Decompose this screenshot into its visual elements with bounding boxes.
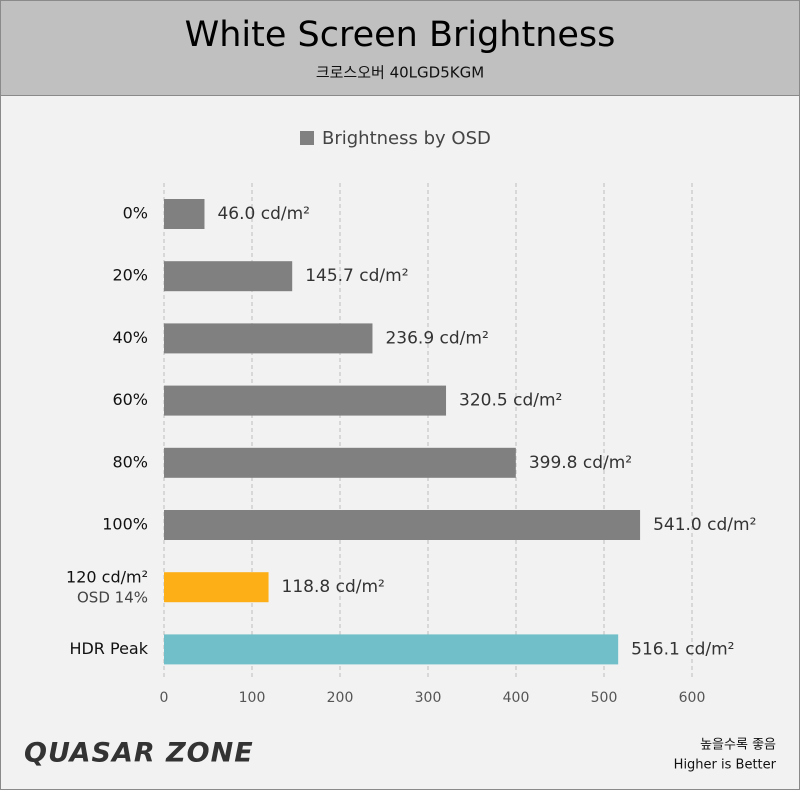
header — [0, 0, 800, 96]
y-tick-label: 20% — [112, 266, 148, 285]
bar — [164, 199, 205, 229]
legend-label: Brightness by OSD — [322, 128, 491, 149]
bar — [164, 385, 447, 416]
y-tick-label: 80% — [112, 452, 148, 471]
bar — [164, 572, 269, 603]
value-label: 236.9 cd/m² — [385, 328, 488, 348]
legend-swatch — [300, 131, 314, 145]
footer-note: Higher is Better — [674, 758, 777, 773]
footer-note: 높을수록 좋음 — [700, 738, 776, 753]
x-tick-label: 200 — [327, 690, 354, 706]
logo: QUASAR ZONE — [24, 738, 254, 769]
y-tick-label: 120 cd/m² — [66, 568, 148, 587]
x-tick-label: 100 — [239, 690, 266, 706]
value-label: 516.1 cd/m² — [631, 639, 734, 659]
x-tick-label: 600 — [679, 690, 706, 706]
value-label: 145.7 cd/m² — [305, 266, 408, 286]
y-tick-label: 0% — [123, 204, 148, 223]
x-tick-label: 400 — [503, 690, 530, 706]
bar — [164, 510, 641, 540]
bar — [164, 634, 619, 665]
value-label: 46.0 cd/m² — [217, 204, 309, 224]
chart-title: White Screen Brightness — [185, 15, 616, 55]
category-note: OSD 14% — [77, 589, 148, 607]
y-tick-label: 60% — [112, 390, 148, 409]
y-tick-label: 40% — [112, 328, 148, 347]
value-label: 118.8 cd/m² — [282, 577, 385, 597]
bar — [164, 261, 293, 292]
y-tick-label: HDR Peak — [69, 639, 148, 658]
chart-subtitle: 크로스오버 40LGD5KGM — [316, 64, 484, 82]
value-label: 320.5 cd/m² — [459, 391, 562, 411]
x-tick-label: 500 — [591, 690, 618, 706]
x-tick-label: 300 — [415, 690, 442, 706]
value-label: 541.0 cd/m² — [653, 515, 756, 535]
bar — [164, 323, 373, 354]
value-label: 399.8 cd/m² — [529, 453, 632, 473]
y-tick-label: 100% — [102, 515, 148, 534]
x-tick-label: 0 — [160, 690, 169, 706]
bar — [164, 447, 516, 478]
